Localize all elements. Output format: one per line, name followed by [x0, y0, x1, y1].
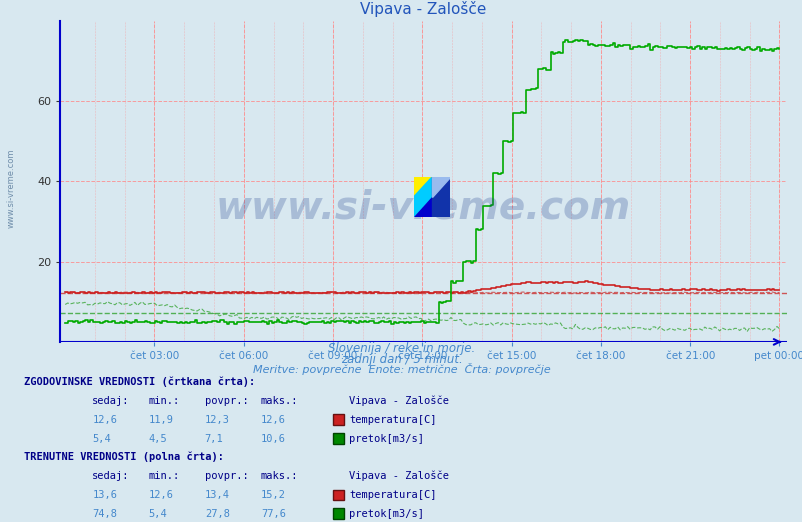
Text: 13,4: 13,4: [205, 490, 229, 500]
Text: 5,4: 5,4: [148, 509, 167, 519]
Text: TRENUTNE VREDNOSTI (polna črta):: TRENUTNE VREDNOSTI (polna črta):: [24, 452, 224, 462]
Text: 77,6: 77,6: [261, 509, 286, 519]
Bar: [431, 177, 449, 217]
Text: 12,6: 12,6: [148, 490, 173, 500]
Title: Vipava - Zalošče: Vipava - Zalošče: [360, 1, 486, 17]
Polygon shape: [431, 177, 449, 197]
Text: 10,6: 10,6: [261, 434, 286, 444]
Text: povpr.:: povpr.:: [205, 471, 248, 481]
Text: povpr.:: povpr.:: [205, 396, 248, 406]
Text: ZGODOVINSKE VREDNOSTI (črtkana črta):: ZGODOVINSKE VREDNOSTI (črtkana črta):: [24, 377, 255, 387]
Text: sedaj:: sedaj:: [92, 471, 130, 481]
Text: temperatura[C]: temperatura[C]: [349, 415, 436, 425]
Polygon shape: [413, 177, 431, 217]
Text: Vipava - Zalošče: Vipava - Zalošče: [349, 471, 449, 481]
Text: Slovenija / reke in morje.: Slovenija / reke in morje.: [327, 342, 475, 355]
Text: 5,4: 5,4: [92, 434, 111, 444]
Text: www.si-vreme.com: www.si-vreme.com: [6, 148, 15, 228]
Text: Vipava - Zalošče: Vipava - Zalošče: [349, 396, 449, 406]
Text: 12,6: 12,6: [261, 415, 286, 425]
Text: 4,5: 4,5: [148, 434, 167, 444]
Text: 12,3: 12,3: [205, 415, 229, 425]
Text: 7,1: 7,1: [205, 434, 223, 444]
Text: sedaj:: sedaj:: [92, 396, 130, 406]
Text: min.:: min.:: [148, 396, 180, 406]
Text: 12,6: 12,6: [92, 415, 117, 425]
Text: zadnji dan / 5 minut.: zadnji dan / 5 minut.: [340, 353, 462, 366]
Text: temperatura[C]: temperatura[C]: [349, 490, 436, 500]
Text: 15,2: 15,2: [261, 490, 286, 500]
Text: min.:: min.:: [148, 471, 180, 481]
Text: www.si-vreme.com: www.si-vreme.com: [216, 188, 630, 226]
Text: maks.:: maks.:: [261, 471, 298, 481]
Text: pretok[m3/s]: pretok[m3/s]: [349, 434, 423, 444]
Text: Meritve: povprečne  Enote: metrične  Črta: povprečje: Meritve: povprečne Enote: metrične Črta:…: [253, 363, 549, 375]
Text: maks.:: maks.:: [261, 396, 298, 406]
Text: 27,8: 27,8: [205, 509, 229, 519]
Polygon shape: [413, 197, 431, 217]
Text: 13,6: 13,6: [92, 490, 117, 500]
Polygon shape: [413, 177, 431, 197]
Text: pretok[m3/s]: pretok[m3/s]: [349, 509, 423, 519]
Text: 74,8: 74,8: [92, 509, 117, 519]
Text: 11,9: 11,9: [148, 415, 173, 425]
